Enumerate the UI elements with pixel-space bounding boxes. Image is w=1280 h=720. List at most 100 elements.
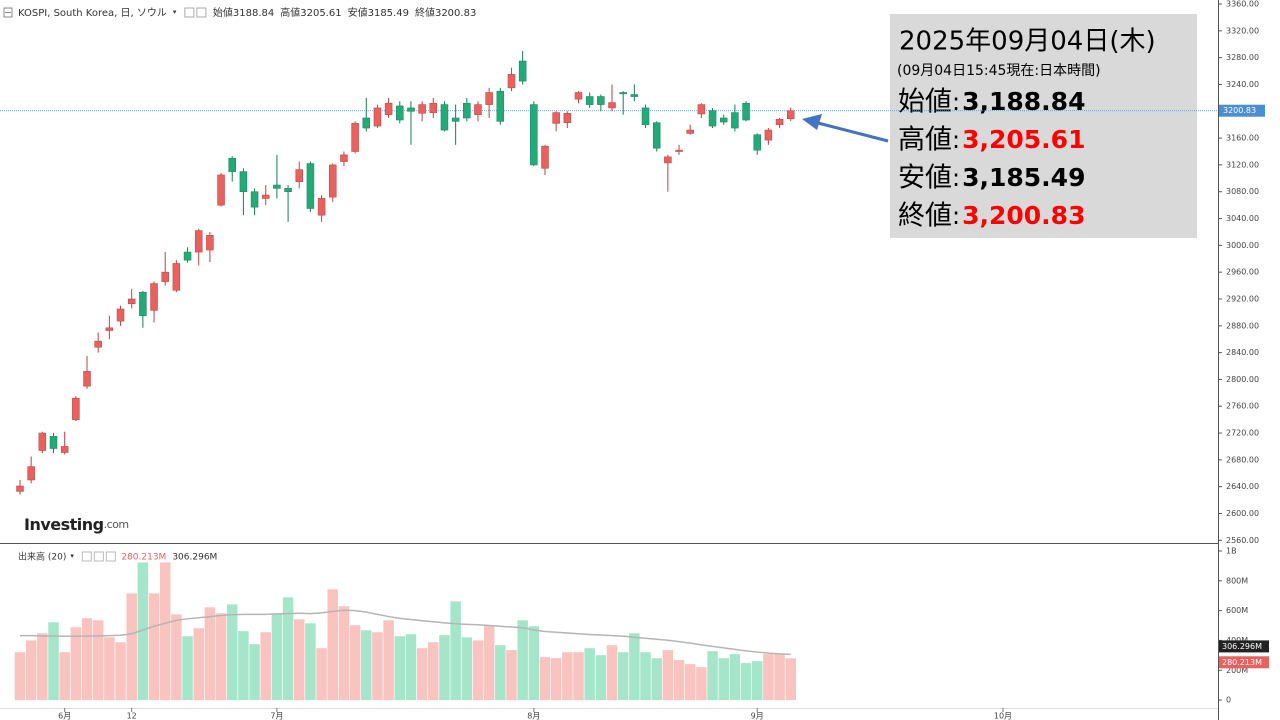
volume-bar xyxy=(249,644,260,701)
info-separator: : xyxy=(952,202,960,230)
candle-body xyxy=(60,446,69,453)
settings-icon[interactable] xyxy=(81,551,92,562)
volume-bar xyxy=(696,667,707,701)
candle-body xyxy=(429,102,438,113)
candle-body xyxy=(641,107,650,125)
volume-bar xyxy=(729,654,741,701)
volume-bar xyxy=(92,620,104,701)
candle-body xyxy=(150,283,158,311)
volume-bar xyxy=(629,633,640,701)
ohlc-name: 始値 xyxy=(213,6,233,19)
volume-y-tick-label: 600M xyxy=(1226,606,1248,615)
volume-value: 280.213M xyxy=(121,553,166,563)
volume-bar xyxy=(517,620,528,701)
x-tick-label: 12 xyxy=(127,712,137,720)
volume-bar xyxy=(528,626,540,701)
last-price-label: 3200.83 xyxy=(1223,106,1256,115)
candle-body xyxy=(775,119,784,125)
candle-body xyxy=(250,191,259,208)
volume-bar xyxy=(461,637,473,701)
candle-body xyxy=(340,154,348,162)
collapse-icon[interactable] xyxy=(3,7,13,18)
candle-body xyxy=(507,74,516,89)
candle-body xyxy=(27,466,35,481)
info-box-background xyxy=(890,14,1197,238)
candle-body xyxy=(552,112,560,124)
info-box: 2025年09月04日(木) (09月04日15:45現在:日本時間) 始値:3… xyxy=(890,14,1197,238)
info-separator: : xyxy=(952,126,960,154)
volume-bar xyxy=(573,652,584,701)
volume-last-tag xyxy=(1219,656,1269,669)
volume-bar xyxy=(584,648,595,701)
candle-body xyxy=(396,105,404,121)
y-tick-label: 3280.00 xyxy=(1226,53,1259,62)
settings-icon[interactable] xyxy=(184,7,195,18)
volume-bar xyxy=(305,623,316,701)
watermark-domain: .com xyxy=(104,518,129,531)
candle-body xyxy=(485,92,493,105)
volume-bar xyxy=(260,632,271,701)
candle-body xyxy=(563,112,572,123)
candle-body xyxy=(183,251,192,261)
volume-bar xyxy=(539,657,551,701)
candle-body xyxy=(239,171,248,193)
candle-body xyxy=(418,104,426,114)
candle-body xyxy=(384,102,393,115)
info-label: 高値 xyxy=(898,125,952,156)
candle-body xyxy=(530,104,538,166)
candle-body xyxy=(83,371,91,387)
candle-body xyxy=(261,194,270,199)
volume-bar xyxy=(506,650,517,701)
volume-bar xyxy=(785,658,796,701)
info-separator: : xyxy=(952,164,960,192)
y-tick-label: 3240.00 xyxy=(1226,80,1259,89)
candle-body xyxy=(708,110,717,127)
x-tick-label: 9月 xyxy=(751,712,764,720)
candle-body xyxy=(440,104,449,131)
volume-bar xyxy=(294,619,305,701)
candle-body xyxy=(753,134,761,151)
volume-bar xyxy=(25,640,37,701)
y-tick-label: 2600.00 xyxy=(1226,509,1259,518)
candle-body xyxy=(731,112,739,129)
symbol-title: KOSPI, South Korea, 日, ソウル xyxy=(18,7,167,19)
settings-icon[interactable] xyxy=(93,551,104,562)
candle-body xyxy=(362,117,371,129)
candle-body xyxy=(127,298,136,304)
y-tick-label: 3360.00 xyxy=(1226,0,1259,9)
volume-bar xyxy=(751,661,763,701)
ohlc-value: 3205.61 xyxy=(300,8,341,19)
candle-body xyxy=(72,397,80,420)
volume-bar xyxy=(59,652,70,701)
arrow-shaft xyxy=(817,121,889,143)
volume-bar xyxy=(372,632,383,701)
volume-bar xyxy=(70,627,82,701)
volume-bar xyxy=(148,593,160,701)
volume-bar xyxy=(115,642,126,701)
volume-bar xyxy=(271,614,283,701)
volume-bar xyxy=(238,631,249,701)
y-tick-label: 3120.00 xyxy=(1226,160,1259,169)
settings-icon[interactable] xyxy=(196,7,207,18)
y-tick-label: 2560.00 xyxy=(1226,536,1259,545)
settings-icon[interactable] xyxy=(105,551,116,562)
arrow-head xyxy=(802,114,822,130)
volume-bar xyxy=(763,654,774,701)
ohlc-name: 終値 xyxy=(415,6,435,19)
candle-body xyxy=(16,485,24,492)
candle-body xyxy=(585,96,594,105)
candle-body xyxy=(161,271,169,282)
y-tick-label: 2960.00 xyxy=(1226,268,1259,277)
info-value: 3,205.61 xyxy=(962,125,1085,154)
y-tick-label: 3320.00 xyxy=(1226,26,1259,35)
candle-body xyxy=(719,117,728,123)
volume-bar xyxy=(595,655,607,701)
info-date: 2025年09月04日(木) xyxy=(899,27,1156,57)
volume-y-tick-label: 800M xyxy=(1226,576,1248,585)
y-tick-label: 2640.00 xyxy=(1226,482,1259,491)
dropdown-icon: ▾ xyxy=(173,8,177,16)
volume-bar xyxy=(338,606,350,701)
candle-body xyxy=(306,163,315,209)
pointer-arrow xyxy=(802,114,889,143)
candle-body xyxy=(697,104,706,115)
